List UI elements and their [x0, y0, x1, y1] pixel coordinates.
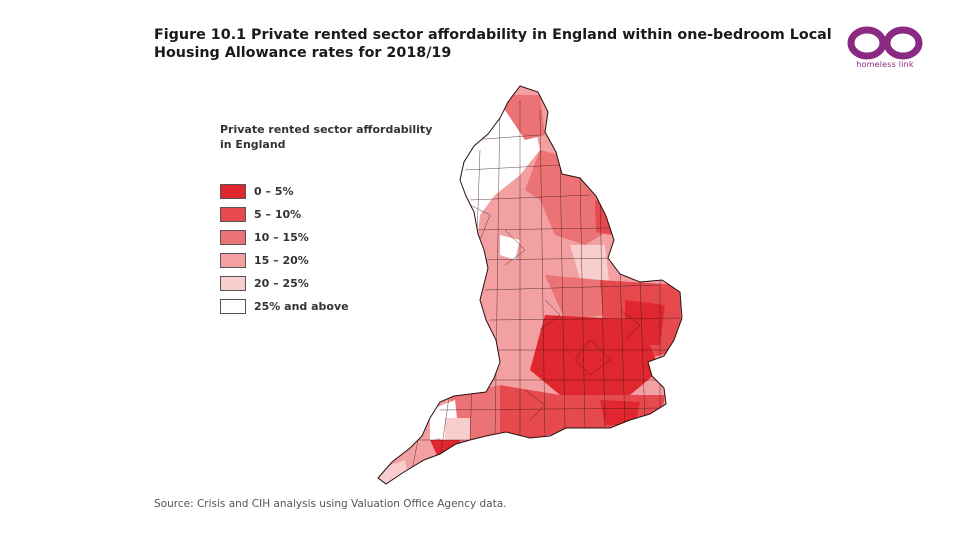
legend-label: 5 – 10% [254, 208, 302, 221]
legend-swatch [220, 253, 246, 268]
legend-swatch [220, 276, 246, 291]
legend-item: 25% and above [220, 295, 440, 318]
legend-item: 5 – 10% [220, 203, 440, 226]
legend-swatch [220, 299, 246, 314]
legend-item: 20 – 25% [220, 272, 440, 295]
source-note: Source: Crisis and CIH analysis using Va… [154, 498, 507, 510]
legend-title: Private rented sector affordability in E… [220, 122, 440, 152]
legend-label: 0 – 5% [254, 185, 294, 198]
legend-item: 15 – 20% [220, 249, 440, 272]
legend-label: 25% and above [254, 300, 349, 313]
legend-swatch [220, 184, 246, 199]
map-legend: Private rented sector affordability in E… [220, 122, 440, 318]
legend-item: 0 – 5% [220, 180, 440, 203]
logo-text: homeless link [856, 60, 914, 69]
figure-title: Figure 10.1 Private rented sector afford… [154, 27, 832, 61]
infinity-logo-icon [847, 26, 923, 60]
legend-label: 20 – 25% [254, 277, 309, 290]
homeless-link-logo: homeless link [845, 24, 925, 74]
legend-label: 10 – 15% [254, 231, 309, 244]
legend-item: 10 – 15% [220, 226, 440, 249]
legend-swatch [220, 230, 246, 245]
legend-label: 15 – 20% [254, 254, 309, 267]
england-choropleth-map [377, 85, 683, 485]
legend-swatch [220, 207, 246, 222]
legend-title-line-2: in England [220, 138, 286, 151]
legend-title-line-1: Private rented sector affordability [220, 123, 433, 136]
